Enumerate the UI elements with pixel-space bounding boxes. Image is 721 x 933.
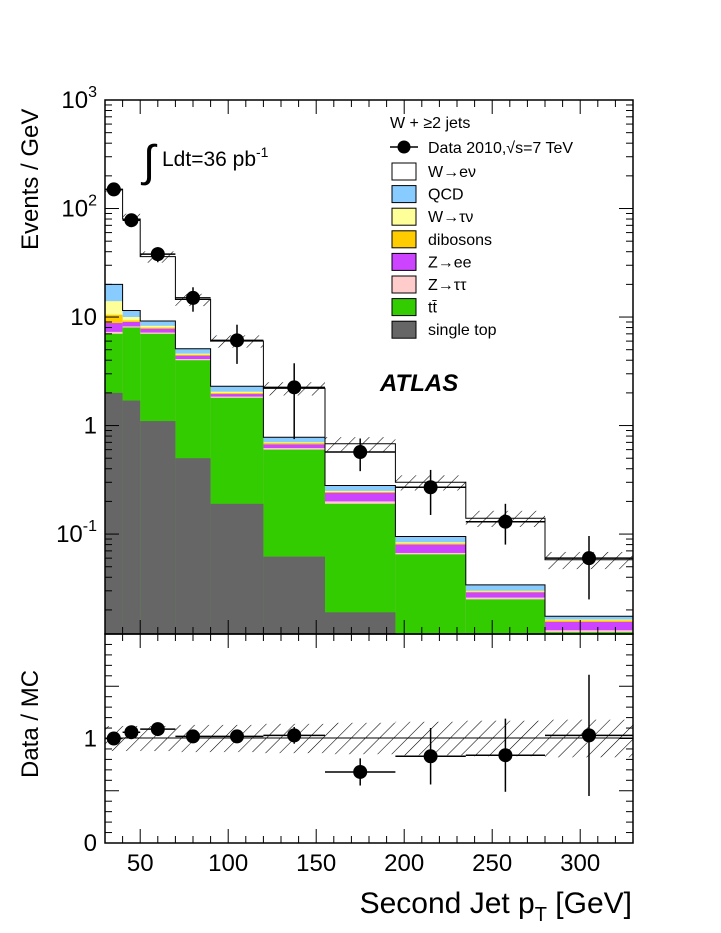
tt-bar — [395, 554, 466, 634]
legend-label-z: Z→ττ — [428, 277, 467, 294]
legend-data-entry: Data 2010,√s=7 TeV — [390, 140, 573, 157]
ratio-y-axis-title: Data / MC — [17, 670, 44, 778]
legend-label-w-e: W→eν — [428, 164, 476, 181]
y-tick-label-base: 1 — [84, 413, 97, 440]
ratio-point — [186, 729, 200, 744]
y-tick-label-base: 10 — [61, 196, 88, 223]
luminosity-text: Ldt=36 pb — [162, 148, 256, 171]
y-tick-label-exp: 2 — [88, 193, 97, 210]
legend-label-dibosons: dibosons — [428, 232, 492, 249]
stacked-histogram-fills — [105, 188, 633, 634]
qcd-outline — [105, 283, 633, 617]
ratio-point — [287, 728, 302, 743]
x-tick-label: 100 — [208, 850, 248, 877]
y-tick-label-base: 10 — [70, 304, 97, 331]
data-point — [582, 551, 596, 566]
ratio-point — [150, 722, 165, 737]
legend-swatch-tt — [391, 298, 417, 317]
single-top-bar — [105, 392, 123, 634]
data-point — [353, 445, 368, 460]
data-point — [150, 247, 165, 262]
legend-label-qcd: QCD — [428, 187, 464, 204]
single-top-bar — [175, 458, 211, 634]
ratio-point — [423, 749, 438, 764]
single-top-bar — [210, 503, 264, 634]
ratio-point — [230, 729, 244, 744]
x-tick-label: 300 — [560, 850, 600, 877]
tt-bar — [545, 632, 633, 634]
x-tick-label: 50 — [127, 850, 154, 877]
ratio-y-tick-label: 0 — [84, 830, 97, 857]
ratio-point — [498, 748, 513, 763]
y-tick-label-base: 10 — [61, 87, 88, 114]
integral-symbol: ∫ — [140, 137, 158, 186]
single-top-bar — [263, 556, 325, 634]
legend-swatch-z-ee — [391, 252, 417, 271]
ratio-y-tick-label: 1 — [84, 726, 97, 753]
data-point — [230, 333, 244, 348]
y-tick-label: 103 — [61, 84, 97, 114]
legend-label-z-ee: Z→ee — [428, 254, 472, 271]
ratio-point — [582, 728, 596, 743]
single-top-bar — [140, 421, 176, 634]
x-axis-title: Second Jet pT [GeV] — [360, 887, 632, 926]
legend: W + ≥2 jets Data 2010,√s=7 TeV W→eνQCDW→… — [390, 115, 573, 339]
x-tick-label: 200 — [384, 850, 424, 877]
x-axis-title-sub: T — [535, 904, 547, 926]
data-point — [186, 290, 200, 305]
y-tick-label-exp: -1 — [83, 518, 97, 535]
y-tick-label: 1 — [84, 413, 97, 440]
legend-swatch-z — [391, 275, 417, 294]
data-point — [423, 480, 438, 495]
luminosity-exponent: -1 — [256, 144, 269, 160]
legend-data-label: Data 2010,√s=7 TeV — [428, 140, 573, 157]
legend-swatch-w — [391, 207, 417, 226]
ratio-point — [353, 764, 368, 779]
data-point — [287, 380, 302, 395]
tt-bar — [465, 599, 545, 634]
data-point — [498, 514, 513, 529]
data-points — [105, 182, 633, 600]
y-tick-label-exp: 3 — [88, 84, 97, 101]
y-tick-label: 10 — [70, 304, 97, 331]
legend-swatch-w-e — [391, 162, 417, 181]
single-top-bar — [122, 400, 141, 634]
selection-label: W + ≥2 jets — [390, 115, 470, 132]
legend-data-text: Data 2010, — [428, 140, 506, 157]
data-point — [106, 182, 121, 197]
legend-label-tt: tt̄ — [428, 300, 437, 317]
tt-bar — [325, 503, 396, 634]
ratio-point — [124, 725, 139, 740]
x-axis-title-unit: [GeV] — [547, 887, 632, 920]
legend-swatch-dibosons — [391, 230, 417, 249]
y-tick-label: 102 — [61, 193, 97, 223]
x-tick-label: 250 — [472, 850, 512, 877]
x-tick-label: 150 — [296, 850, 336, 877]
legend-label-single-top: single top — [428, 322, 497, 339]
legend-data-sqrt: √s=7 TeV — [506, 140, 573, 157]
legend-label-w: W→τν — [428, 209, 473, 226]
legend-swatch-single-top — [391, 320, 417, 339]
atlas-label: ATLAS — [379, 370, 458, 397]
legend-mc-entries: W→eν QCD W→τν dibosons Z→ee Z→ττ tt̄ single top — [391, 162, 497, 339]
legend-data-marker — [397, 140, 411, 154]
data-point — [124, 213, 139, 228]
single-top-bar — [325, 612, 396, 634]
legend-swatch-qcd — [391, 185, 417, 204]
ratio-points — [105, 674, 633, 796]
y-tick-label: 10-1 — [56, 518, 97, 548]
y-axis-title: Events / GeV — [17, 109, 44, 250]
y-tick-label-base: 10 — [56, 521, 83, 548]
luminosity-label: Ldt=36 pb-1 — [162, 144, 269, 171]
x-axis-title-main: Second Jet p — [360, 887, 535, 920]
